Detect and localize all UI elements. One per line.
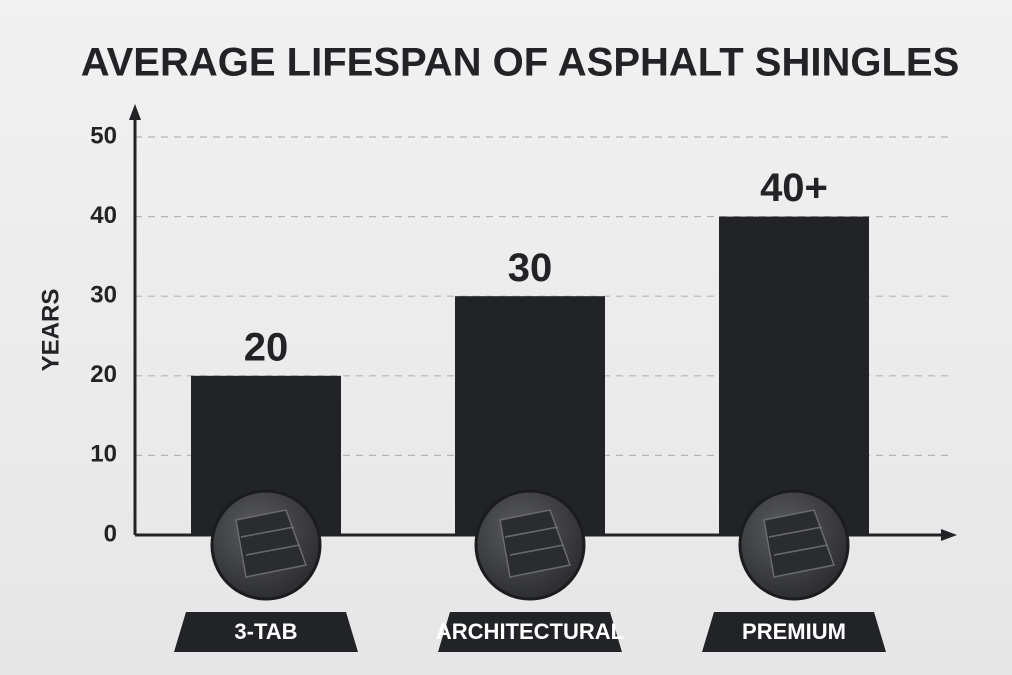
icon-shingle-row <box>504 526 559 538</box>
y-tick-label: 0 <box>104 520 117 547</box>
y-axis-arrow <box>129 104 141 120</box>
icon-shingle-row <box>509 544 565 556</box>
chart-title: AVERAGE LIFESPAN OF ASPHALT SHINGLES <box>81 41 960 85</box>
x-tick-label: 3-TAB <box>234 619 297 644</box>
y-tick-label: 50 <box>90 122 117 149</box>
category-plate <box>702 612 886 652</box>
value-label: 30 <box>508 246 553 290</box>
x-axis-arrow <box>941 529 957 541</box>
categories: 3-TAB ARCHITECTURAL PREMIUM <box>174 489 886 652</box>
y-tick-label: 10 <box>90 441 117 468</box>
y-axis-label: YEARS <box>37 289 64 372</box>
icon-shingle <box>499 509 572 578</box>
y-tick-label: 20 <box>90 361 117 388</box>
icon-shingle-row <box>773 544 829 556</box>
x-tick-label: PREMIUM <box>742 619 846 644</box>
y-tick-label: 40 <box>90 202 117 229</box>
category-plate <box>174 612 358 652</box>
icon-shingle-row <box>245 544 301 556</box>
category-plate <box>438 612 622 652</box>
icon-shingle <box>235 509 308 578</box>
icon-shingle-row <box>768 526 823 538</box>
y-tick-label: 30 <box>90 282 117 309</box>
bar <box>719 216 869 535</box>
icon-shingle-row <box>240 526 295 538</box>
x-tick-label: ARCHITECTURAL <box>436 619 624 644</box>
icon-shingle <box>763 509 836 578</box>
value-label: 20 <box>244 325 289 369</box>
value-label: 40+ <box>760 166 828 210</box>
